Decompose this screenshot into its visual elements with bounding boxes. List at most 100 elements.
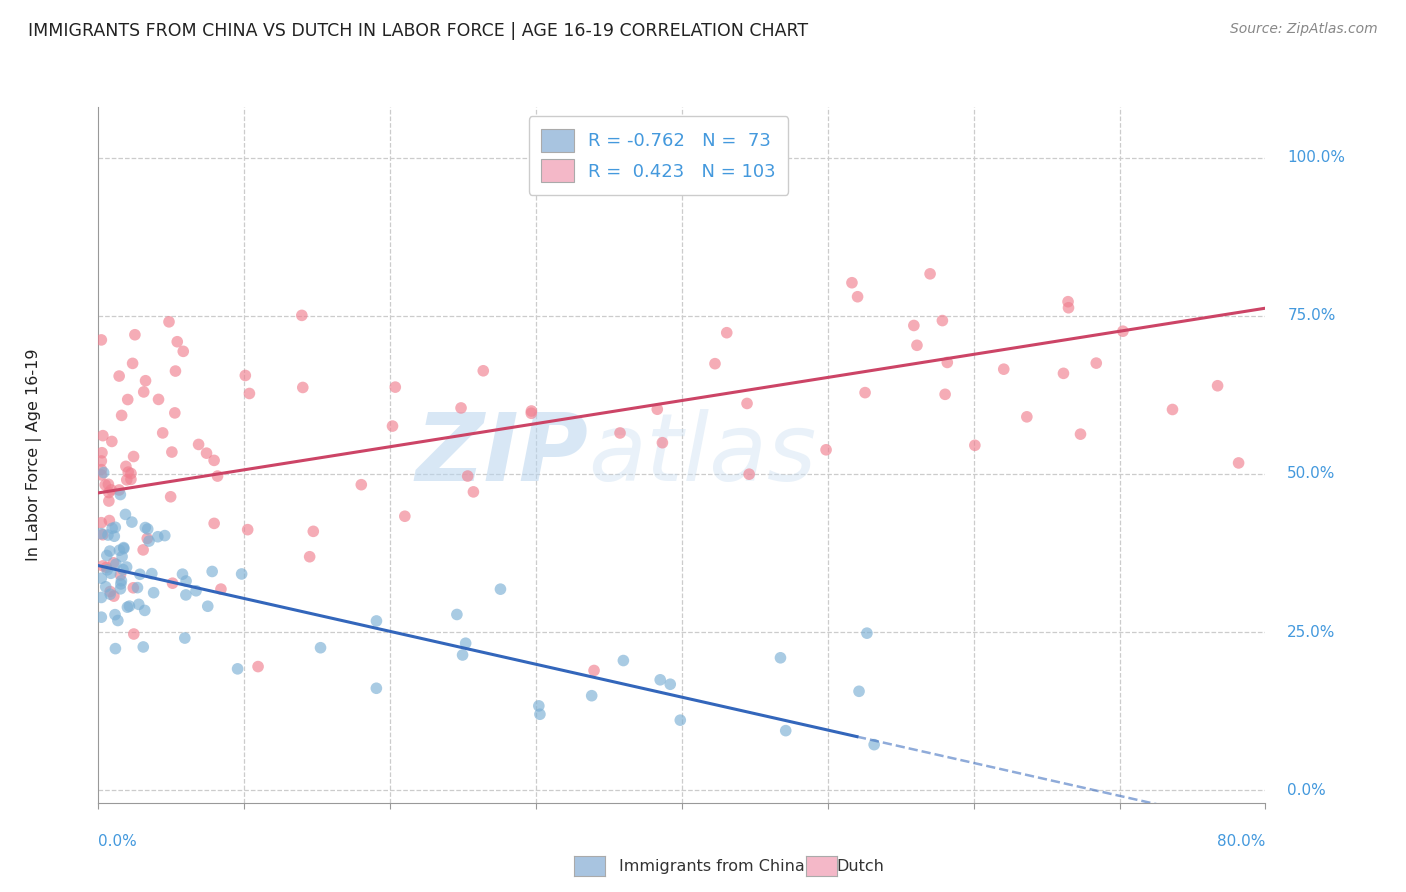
Point — [236, 523, 259, 537]
Point — [117, 600, 139, 615]
Point — [90, 526, 112, 541]
Point — [100, 566, 122, 581]
Point — [138, 534, 160, 549]
Point — [90, 467, 112, 482]
Point — [202, 453, 225, 467]
Point — [863, 738, 886, 752]
Point — [122, 450, 145, 464]
Point — [174, 588, 197, 602]
Point — [520, 406, 543, 420]
Text: Dutch: Dutch — [837, 859, 884, 874]
Point — [152, 425, 174, 440]
Point — [350, 477, 373, 491]
Point — [91, 428, 114, 442]
Point — [96, 563, 118, 577]
Point — [104, 520, 127, 534]
Point — [853, 385, 876, 400]
Point — [110, 568, 132, 582]
Point — [172, 567, 194, 582]
Point — [117, 392, 139, 407]
Point — [645, 402, 668, 417]
Point — [124, 327, 146, 342]
Point — [112, 563, 135, 577]
Point — [115, 560, 138, 574]
Text: 0.0%: 0.0% — [98, 834, 138, 849]
Point — [98, 544, 121, 558]
Point — [101, 521, 124, 535]
Point — [117, 465, 139, 479]
Point — [815, 442, 838, 457]
Point — [91, 558, 114, 573]
Point — [141, 566, 163, 581]
Point — [127, 581, 149, 595]
Point — [173, 631, 195, 645]
Point — [110, 577, 132, 591]
Point — [111, 409, 134, 423]
Point — [103, 556, 125, 570]
Point — [231, 566, 253, 581]
Point — [238, 386, 260, 401]
Legend: R = -0.762   N =  73, R =  0.423   N = 103: R = -0.762 N = 73, R = 0.423 N = 103 — [529, 116, 789, 195]
Point — [136, 532, 159, 546]
Point — [769, 650, 792, 665]
Point — [90, 454, 112, 468]
Point — [1112, 324, 1135, 338]
Point — [735, 396, 758, 410]
Point — [148, 392, 170, 407]
Point — [121, 515, 143, 529]
Point — [93, 466, 115, 480]
Point — [97, 494, 120, 508]
Text: 100.0%: 100.0% — [1288, 150, 1346, 165]
Point — [128, 567, 150, 582]
Point — [160, 445, 183, 459]
Point — [122, 581, 145, 595]
Point — [103, 589, 125, 603]
Point — [583, 664, 606, 678]
Point — [202, 516, 225, 531]
Point — [103, 529, 125, 543]
Point — [134, 603, 156, 617]
Point — [233, 368, 256, 383]
Point — [581, 689, 603, 703]
Point — [384, 380, 406, 394]
Point — [209, 582, 232, 596]
Point — [135, 374, 157, 388]
Point — [100, 483, 122, 497]
Point — [98, 587, 121, 601]
Point — [489, 582, 512, 596]
Point — [91, 446, 114, 460]
Text: 0.0%: 0.0% — [1288, 782, 1326, 797]
Point — [366, 614, 388, 628]
Text: atlas: atlas — [589, 409, 817, 500]
Text: 25.0%: 25.0% — [1288, 624, 1336, 640]
Point — [110, 487, 132, 501]
Point — [96, 560, 118, 574]
Point — [112, 541, 135, 555]
Point — [457, 469, 479, 483]
Point — [108, 483, 131, 497]
Point — [247, 659, 270, 673]
Point — [856, 626, 879, 640]
Point — [174, 574, 197, 588]
Point — [94, 580, 117, 594]
Point — [90, 591, 112, 605]
Point — [184, 583, 207, 598]
Text: IMMIGRANTS FROM CHINA VS DUTCH IN LABOR FORCE | AGE 16-19 CORRELATION CHART: IMMIGRANTS FROM CHINA VS DUTCH IN LABOR … — [28, 22, 808, 40]
Point — [97, 485, 120, 500]
Point — [153, 528, 176, 542]
Point — [162, 576, 184, 591]
Point — [107, 614, 129, 628]
Point — [197, 599, 219, 614]
Point — [115, 473, 138, 487]
Point — [1057, 294, 1080, 309]
Point — [90, 571, 112, 585]
Point — [934, 387, 956, 401]
Point — [451, 648, 474, 662]
Point — [309, 640, 332, 655]
Point — [738, 467, 761, 482]
Point — [1206, 378, 1229, 392]
Point — [963, 438, 986, 452]
Point — [172, 344, 194, 359]
Point — [716, 326, 738, 340]
Point — [1052, 367, 1074, 381]
